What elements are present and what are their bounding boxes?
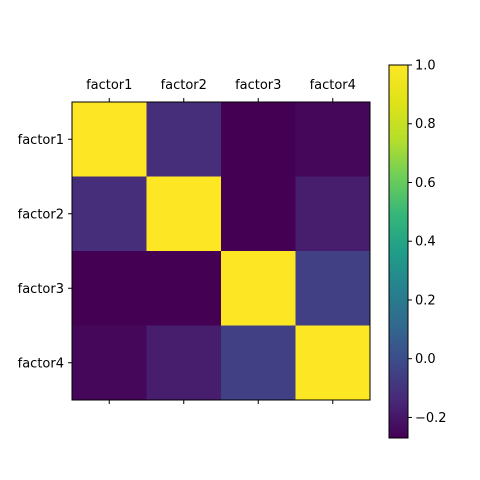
x-tick-label: factor3 xyxy=(235,78,281,93)
heatmap-cell-factor4-factor2 xyxy=(146,325,222,401)
heatmap-cell-factor1-factor1 xyxy=(72,102,147,177)
colorbar xyxy=(388,64,409,439)
y-tick-label: factor2 xyxy=(18,207,64,222)
y-axis-ticks: factor1 factor2 factor3 factor4 xyxy=(18,133,72,371)
colorbar-tick-label: 0.0 xyxy=(415,352,436,367)
heatmap-cell-factor3-factor3 xyxy=(221,251,296,326)
heatmap-cell-factor1-factor4 xyxy=(295,102,371,177)
x-axis-ticks: factor1 factor2 factor3 factor4 xyxy=(86,78,356,404)
colorbar-tick-label: 0.2 xyxy=(415,293,436,308)
heatmap-cell-factor2-factor3 xyxy=(221,176,296,252)
heatmap-cell-factor3-factor1 xyxy=(72,251,147,326)
heatmap-cell-factor4-factor4 xyxy=(295,325,371,401)
heatmap-cells xyxy=(72,102,371,401)
y-tick-label: factor3 xyxy=(18,282,64,297)
y-tick-label: factor4 xyxy=(18,356,64,371)
heatmap-cell-factor2-factor1 xyxy=(72,176,147,252)
y-tick-label: factor1 xyxy=(18,133,64,148)
heatmap-cell-factor2-factor2 xyxy=(146,176,222,252)
x-tick-label: factor2 xyxy=(161,78,207,93)
colorbar-tick-label: 0.4 xyxy=(415,235,436,250)
colorbar-tick-label: 1.0 xyxy=(415,59,436,74)
heatmap-cell-factor3-factor4 xyxy=(295,251,371,326)
plot-frame xyxy=(71,101,371,401)
heatmap-cell-factor1-factor2 xyxy=(146,102,222,177)
heatmap-cell-factor2-factor4 xyxy=(295,176,371,252)
x-tick-label: factor4 xyxy=(310,78,356,93)
colorbar-tick-label: 0.8 xyxy=(415,117,436,132)
colorbar-tick-label: 0.6 xyxy=(415,176,436,191)
x-tick-label: factor1 xyxy=(86,78,132,93)
colorbar-ticks: −0.2 0.0 0.2 0.4 0.6 0.8 1.0 xyxy=(408,59,447,426)
heatmap-cell-factor4-factor1 xyxy=(72,325,147,401)
heatmap-cell-factor4-factor3 xyxy=(221,325,296,401)
heatmap-cell-factor3-factor2 xyxy=(146,251,222,326)
heatmap-cell-factor1-factor3 xyxy=(221,102,296,177)
colorbar-tick-label: −0.2 xyxy=(415,411,447,426)
